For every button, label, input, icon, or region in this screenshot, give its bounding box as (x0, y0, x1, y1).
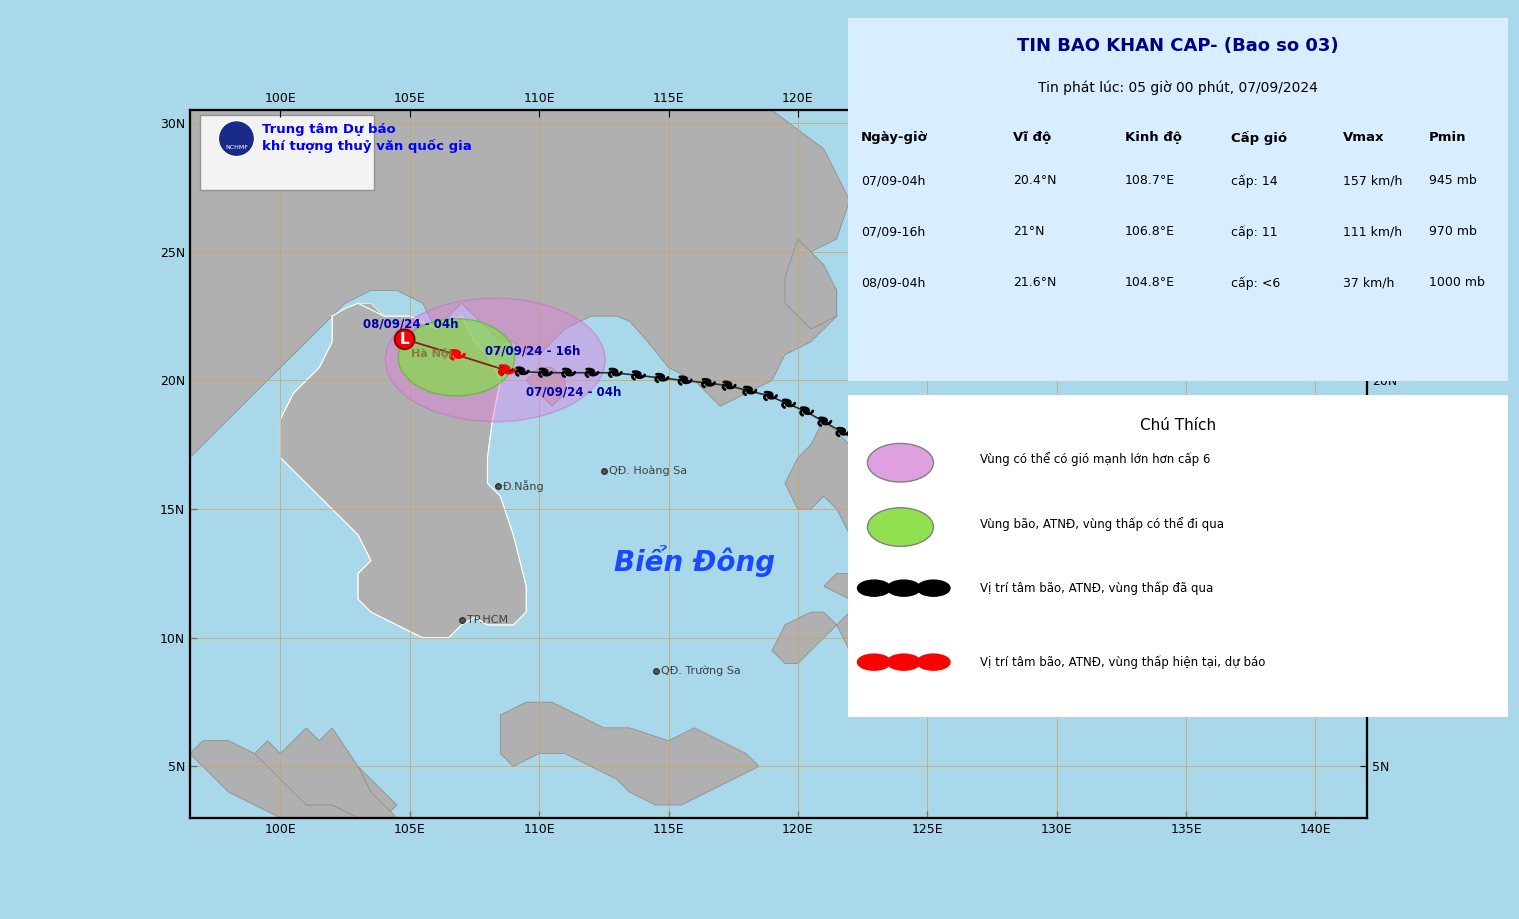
Circle shape (917, 580, 949, 596)
Circle shape (503, 368, 507, 373)
Text: cấp: 14: cấp: 14 (1230, 175, 1277, 188)
Text: Vĩ độ: Vĩ độ (1013, 130, 1051, 144)
Text: Hà Nội: Hà Nội (412, 348, 453, 359)
Circle shape (948, 512, 952, 516)
Circle shape (804, 409, 808, 414)
Circle shape (858, 654, 890, 670)
Ellipse shape (386, 298, 605, 422)
Text: Kinh độ: Kinh độ (1126, 130, 1182, 144)
Text: TIN BAO KHAN CAP- (Bao so 03): TIN BAO KHAN CAP- (Bao so 03) (1018, 37, 1338, 54)
Circle shape (858, 580, 890, 596)
Circle shape (589, 370, 592, 375)
Text: Vị trí tâm bão, ATNĐ, vùng thấp hiện tại, dự báo: Vị trí tâm bão, ATNĐ, vùng thấp hiện tại… (980, 655, 1265, 669)
Polygon shape (785, 419, 889, 548)
Text: 01/09/24 - 13h: 01/09/24 - 13h (1000, 541, 1095, 554)
Circle shape (917, 654, 949, 670)
Circle shape (565, 370, 570, 375)
Circle shape (395, 330, 415, 349)
Text: 21.6°N: 21.6°N (1013, 276, 1056, 289)
Text: Cấp gió: Cấp gió (1230, 130, 1287, 145)
Text: 106.8°E: 106.8°E (1126, 225, 1176, 238)
Text: cấp: 11: cấp: 11 (1230, 225, 1277, 239)
FancyBboxPatch shape (842, 15, 1514, 385)
Text: Vùng bão, ATNĐ, vùng thấp có thể đi qua: Vùng bão, ATNĐ, vùng thấp có thể đi qua (980, 516, 1224, 531)
Text: Vị trí tâm bão, ATNĐ, vùng thấp đã qua: Vị trí tâm bão, ATNĐ, vùng thấp đã qua (980, 582, 1214, 595)
Text: 945 mb: 945 mb (1429, 175, 1476, 187)
Polygon shape (190, 110, 849, 458)
Text: Trung tâm Dự báo: Trung tâm Dự báo (263, 123, 396, 136)
Circle shape (858, 440, 861, 444)
Circle shape (747, 389, 750, 392)
Circle shape (726, 383, 731, 388)
Circle shape (984, 538, 989, 542)
Text: cấp: <6: cấp: <6 (1230, 276, 1281, 289)
Text: QĐ. Trường Sa: QĐ. Trường Sa (661, 666, 741, 676)
Text: L: L (399, 332, 410, 346)
Text: 08/09-04h: 08/09-04h (861, 276, 925, 289)
Text: 37 km/h: 37 km/h (1343, 276, 1394, 289)
Circle shape (767, 394, 772, 398)
Text: Vmax: Vmax (1343, 130, 1385, 144)
Text: Pmin: Pmin (1429, 130, 1466, 144)
Text: Ngày-giờ: Ngày-giờ (861, 130, 928, 144)
Circle shape (913, 482, 916, 485)
Polygon shape (255, 728, 396, 818)
Polygon shape (281, 303, 526, 638)
Text: Vùng có thể có gió mạnh lớn hơn cấp 6: Vùng có thể có gió mạnh lớn hơn cấp 6 (980, 452, 1211, 467)
Circle shape (519, 369, 523, 373)
Circle shape (682, 379, 687, 382)
Polygon shape (190, 741, 396, 844)
Text: 08/09/24 - 04h: 08/09/24 - 04h (363, 317, 459, 330)
Circle shape (876, 453, 880, 457)
Text: 20.4°N: 20.4°N (1013, 175, 1056, 187)
FancyBboxPatch shape (201, 116, 374, 190)
Circle shape (542, 370, 547, 375)
Circle shape (635, 373, 639, 378)
Text: 970 mb: 970 mb (1429, 225, 1476, 238)
Circle shape (705, 381, 709, 385)
Text: 07/09/24 - 04h: 07/09/24 - 04h (526, 386, 621, 399)
Text: Đ.Nẵng: Đ.Nẵng (503, 480, 545, 492)
Ellipse shape (398, 319, 515, 396)
Polygon shape (772, 612, 966, 715)
Text: NCHMF: NCHMF (225, 145, 248, 150)
Circle shape (895, 466, 898, 470)
Text: Chú Thích: Chú Thích (1139, 417, 1217, 433)
Circle shape (966, 525, 971, 529)
Ellipse shape (867, 507, 934, 546)
Text: Biển Đông: Biển Đông (614, 545, 775, 576)
Circle shape (219, 120, 255, 156)
Circle shape (785, 402, 790, 405)
Text: TP.HCM: TP.HCM (466, 615, 507, 625)
Text: khí tượng thuỷ văn quốc gia: khí tượng thuỷ văn quốc gia (263, 139, 472, 153)
Text: 07/09-04h: 07/09-04h (861, 175, 925, 187)
Text: Tin phát lúc: 05 giờ 00 phút, 07/09/2024: Tin phát lúc: 05 giờ 00 phút, 07/09/2024 (1037, 80, 1318, 95)
Text: 157 km/h: 157 km/h (1343, 175, 1402, 187)
Circle shape (612, 370, 617, 375)
Circle shape (840, 430, 845, 434)
Polygon shape (500, 702, 760, 805)
Text: 104.8°E: 104.8°E (1126, 276, 1176, 289)
Text: 108.7°E: 108.7°E (1126, 175, 1176, 187)
Text: 1000 mb: 1000 mb (1429, 276, 1486, 289)
Circle shape (887, 580, 921, 596)
Circle shape (659, 376, 662, 380)
Polygon shape (526, 368, 565, 406)
Polygon shape (823, 573, 889, 612)
Ellipse shape (867, 444, 934, 482)
Circle shape (931, 497, 934, 501)
FancyBboxPatch shape (842, 392, 1514, 720)
Text: 07/09-16h: 07/09-16h (861, 225, 925, 238)
Text: 07/09/24 - 16h: 07/09/24 - 16h (485, 345, 580, 357)
Circle shape (403, 337, 407, 342)
Polygon shape (785, 239, 837, 329)
Text: 111 km/h: 111 km/h (1343, 225, 1402, 238)
Circle shape (503, 369, 507, 372)
Circle shape (822, 420, 826, 424)
Circle shape (454, 352, 459, 357)
Circle shape (887, 654, 921, 670)
Circle shape (454, 353, 459, 357)
Text: 21°N: 21°N (1013, 225, 1044, 238)
Text: QĐ. Hoàng Sa: QĐ. Hoàng Sa (609, 465, 687, 476)
